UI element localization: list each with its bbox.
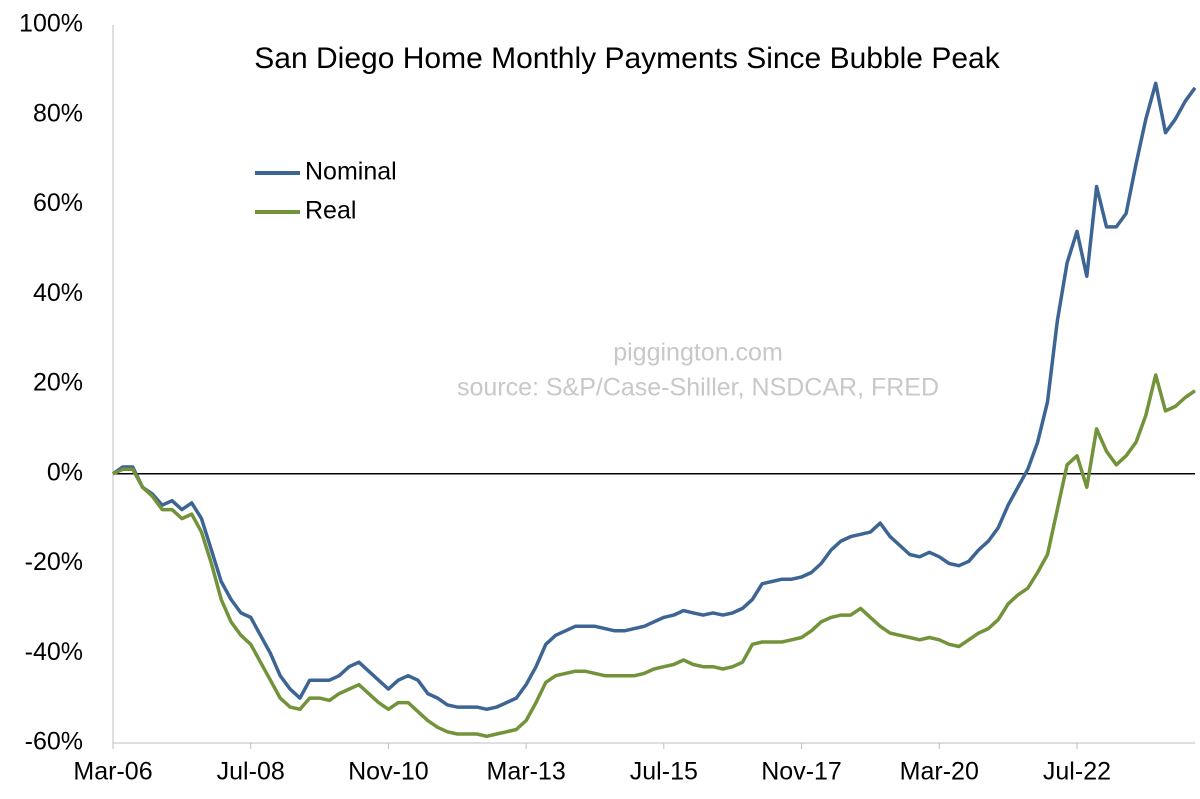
y-tick-label: 20% — [33, 369, 83, 397]
y-tick-label: 80% — [33, 99, 83, 127]
y-tick-label: -60% — [25, 728, 83, 756]
x-tick-label: Mar-13 — [487, 758, 566, 786]
x-tick-label: Mar-20 — [900, 758, 979, 786]
legend-label: Nominal — [305, 158, 397, 186]
chart-title: San Diego Home Monthly Payments Since Bu… — [254, 42, 1000, 75]
annotation: piggington.com — [613, 339, 783, 367]
x-tick-label: Jul-22 — [1043, 758, 1111, 786]
annotation: source: S&P/Case-Shiller, NSDCAR, FRED — [457, 374, 939, 402]
series-line — [112, 81, 1197, 712]
x-tick-label: Mar-06 — [73, 758, 152, 786]
y-tick-label: 100% — [19, 10, 83, 38]
x-tick-label: Nov-17 — [761, 758, 842, 786]
x-tick-label: Jul-15 — [630, 758, 698, 786]
legend-label: Real — [305, 197, 356, 225]
y-tick-label: -20% — [25, 548, 83, 576]
y-tick-label: 60% — [33, 189, 83, 217]
x-tick-label: Jul-08 — [217, 758, 285, 786]
y-tick-label: 0% — [47, 458, 83, 486]
x-tick-label: Nov-10 — [348, 758, 429, 786]
y-tick-label: -40% — [25, 638, 83, 666]
y-tick-label: 40% — [33, 279, 83, 307]
series-line — [112, 373, 1196, 739]
